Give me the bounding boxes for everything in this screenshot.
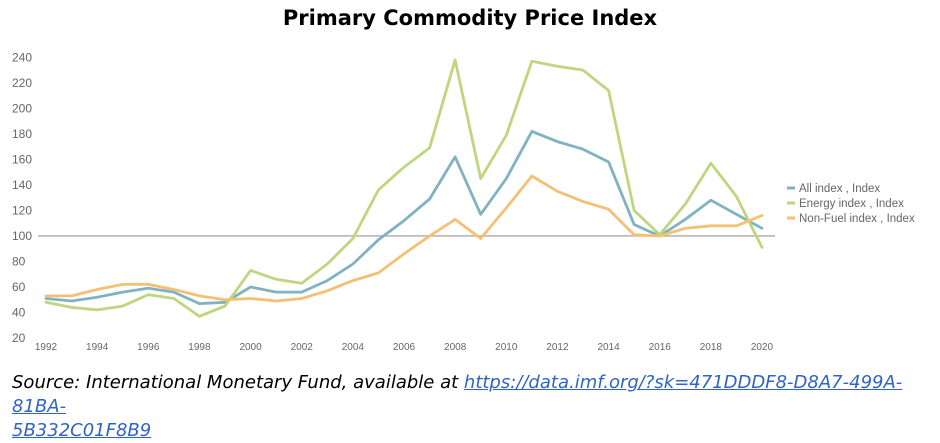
x-tick-label-8: 2008 bbox=[444, 342, 467, 353]
x-tick-label-7: 2006 bbox=[393, 342, 416, 353]
source-link-line1: https://data.imf.org/?sk=471DDDF8-D8A7-4… bbox=[12, 372, 903, 417]
x-tick-label-0: 1992 bbox=[35, 342, 58, 353]
series-line-2 bbox=[44, 174, 764, 303]
x-tick-label-13: 2018 bbox=[700, 342, 723, 353]
legend-label-2: Non-Fuel index , Index bbox=[799, 213, 915, 225]
x-tick-label-6: 2004 bbox=[342, 342, 365, 353]
source-note: Source: International Monetary Fund, ava… bbox=[12, 371, 912, 443]
y-tick-label-0: 20 bbox=[12, 331, 26, 345]
x-tick-label-3: 1998 bbox=[188, 342, 211, 353]
series-lines bbox=[44, 58, 764, 318]
y-tick-label-3: 80 bbox=[12, 254, 26, 268]
y-tick-label-4: 100 bbox=[12, 229, 32, 243]
y-tick-label-9: 200 bbox=[12, 101, 32, 115]
y-tick-label-1: 40 bbox=[12, 305, 26, 319]
x-tick-label-10: 2012 bbox=[546, 342, 569, 353]
x-axis: 1992 1994 1996 1998 2000 2002 2004 2006 2008 2010… bbox=[35, 342, 774, 353]
y-tick-label-8: 180 bbox=[12, 127, 32, 141]
y-tick-label-10: 220 bbox=[12, 76, 32, 90]
source-prefix: Source: International Monetary Fund, ava… bbox=[12, 372, 464, 393]
y-tick-label-2: 60 bbox=[12, 280, 26, 294]
series-line-0 bbox=[44, 129, 764, 306]
chart-title: Primary Commodity Price Index bbox=[282, 6, 658, 30]
y-tick-label-5: 120 bbox=[12, 203, 32, 217]
x-tick-label-4: 2000 bbox=[239, 342, 262, 353]
source-link-line2: 5B332C01F8B9 bbox=[12, 420, 152, 441]
x-tick-label-14: 2020 bbox=[751, 342, 774, 353]
x-tick-label-1: 1994 bbox=[86, 342, 109, 353]
y-tick-label-11: 240 bbox=[12, 50, 32, 64]
x-tick-label-9: 2010 bbox=[495, 342, 518, 353]
x-tick-label-12: 2016 bbox=[649, 342, 672, 353]
x-tick-label-2: 1996 bbox=[137, 342, 160, 353]
series-line-1 bbox=[44, 58, 764, 318]
x-tick-label-5: 2002 bbox=[291, 342, 314, 353]
legend-label-1: Energy index , Index bbox=[799, 198, 904, 210]
x-tick-label-11: 2014 bbox=[597, 342, 620, 353]
y-tick-label-6: 140 bbox=[12, 178, 32, 192]
legend-label-0: All index , Index bbox=[799, 183, 880, 195]
y-tick-label-7: 160 bbox=[12, 152, 32, 166]
y-axis: 20 40 60 80 100 120 140 160 180 200 220 240 bbox=[12, 50, 32, 345]
legend: All index , Index Energy index , Index Non… bbox=[787, 183, 915, 225]
